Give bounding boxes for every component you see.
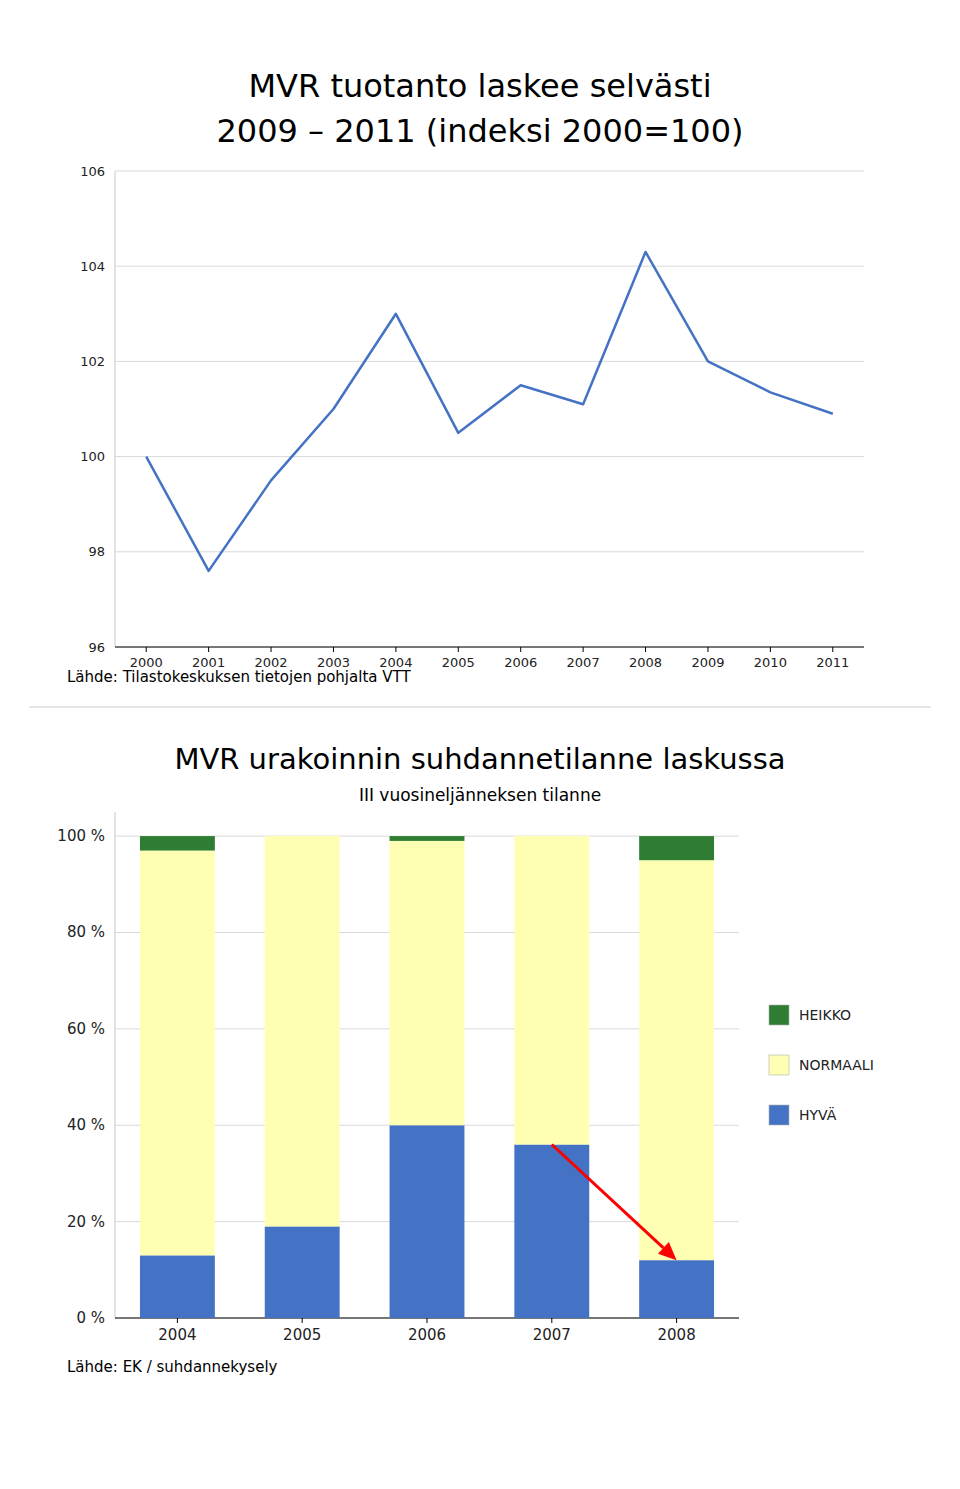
line-series (146, 252, 833, 571)
x-tick (146, 647, 147, 652)
legend-swatch (769, 1055, 789, 1075)
x-tick-label: 2007 (567, 655, 600, 670)
y-tick-label: 100 (80, 449, 105, 464)
x-tick-label: 2006 (408, 1326, 446, 1344)
arrow-shaft (552, 1145, 664, 1248)
x-tick (707, 647, 708, 652)
x-tick (271, 647, 272, 652)
source-note: Lähde: EK / suhdannekysely (67, 1358, 278, 1376)
chart-subtitle: III vuosineljänneksen tilanne (359, 785, 601, 805)
grid-line (115, 551, 864, 552)
bar-segment (140, 836, 215, 850)
y-tick-label: 80 % (67, 923, 105, 941)
bar-segment (140, 851, 215, 1256)
y-tick-label: 0 % (76, 1309, 105, 1327)
y-tick-label: 60 % (67, 1020, 105, 1038)
x-tick-label: 2008 (629, 655, 662, 670)
x-tick (458, 647, 459, 652)
x-tick (583, 647, 584, 652)
x-tick-label: 2011 (816, 655, 849, 670)
x-tick-label: 2002 (254, 655, 287, 670)
bar-segment (265, 836, 340, 1226)
bar-segment (639, 836, 714, 860)
x-tick (427, 1318, 428, 1323)
y-tick-label: 20 % (67, 1213, 105, 1231)
chart-title: MVR tuotanto laskee selvästi (248, 67, 711, 105)
legend: HEIKKO NORMAALI HYVÄ (769, 1005, 874, 1125)
arrow-annotation (552, 1145, 677, 1261)
y-axis-line (115, 812, 116, 1318)
background (0, 0, 960, 1489)
x-tick-label: 2004 (158, 1326, 196, 1344)
y-tick-label: 98 (88, 544, 105, 559)
y-tick-label: 102 (80, 354, 105, 369)
x-tick (832, 647, 833, 652)
legend-swatch (769, 1105, 789, 1125)
x-tick-label: 2005 (442, 655, 475, 670)
legend-label: HYVÄ (799, 1106, 837, 1123)
y-tick-label: 100 % (57, 827, 105, 845)
bar-segment (140, 1255, 215, 1318)
x-tick (302, 1318, 303, 1323)
x-tick (645, 647, 646, 652)
bar-segment (265, 1226, 340, 1318)
y-tick-label: 96 (88, 640, 105, 655)
x-tick (395, 647, 396, 652)
x-tick (208, 647, 209, 652)
x-tick-label: 2006 (504, 655, 537, 670)
bar-segment (514, 836, 589, 1144)
x-tick-label: 2008 (658, 1326, 696, 1344)
x-tick-label: 2009 (691, 655, 724, 670)
chart-title: MVR urakoinnin suhdannetilanne laskussa (174, 742, 785, 776)
y-axis-line (115, 171, 116, 647)
x-tick (177, 1318, 178, 1323)
grid-line (115, 361, 864, 362)
legend-label: NORMAALI (799, 1057, 874, 1073)
x-tick-label: 2003 (317, 655, 350, 670)
bar-segment (639, 1260, 714, 1318)
y-tick-label: 106 (80, 164, 105, 179)
x-tick-label: 2007 (533, 1326, 571, 1344)
x-tick (551, 1318, 552, 1323)
x-tick-label: 2004 (379, 655, 412, 670)
grid-line (115, 171, 864, 172)
plot-area (140, 836, 714, 1318)
x-tick-label: 2010 (754, 655, 787, 670)
x-tick (676, 1318, 677, 1323)
chart: MVR tuotanto laskee selvästi 2009 – 2011 … (67, 67, 864, 686)
chart-subtitle: 2009 – 2011 (indeksi 2000=100) (216, 112, 743, 150)
bar-segment (639, 860, 714, 1260)
arrow-head (658, 1242, 677, 1260)
x-tick (520, 647, 521, 652)
grid-line (115, 266, 864, 267)
bar-segment (265, 836, 340, 837)
legend-label: HEIKKO (799, 1007, 851, 1023)
chart: MVR urakoinnin suhdannetilanne laskussa I… (57, 742, 873, 1376)
source-note: Lähde: Tilastokeskuksen tietojen pohjalt… (67, 668, 411, 686)
x-tick (770, 647, 771, 652)
x-tick (333, 647, 334, 652)
x-tick-label: 2000 (130, 655, 163, 670)
bar-segment (514, 836, 589, 837)
figure: MVR tuotanto laskee selvästi 2009 – 2011 … (0, 0, 960, 1489)
y-tick-label: 40 % (67, 1116, 105, 1134)
grid-line (115, 456, 864, 457)
x-tick-label: 2005 (283, 1326, 321, 1344)
y-tick-label: 104 (80, 259, 105, 274)
separator (29, 706, 931, 707)
x-axis-line (115, 647, 864, 648)
plot-area (146, 252, 833, 571)
x-tick-label: 2001 (192, 655, 225, 670)
legend-swatch (769, 1005, 789, 1025)
grid-line (115, 647, 864, 648)
bar-segment (390, 1125, 465, 1318)
bar-segment (390, 836, 465, 841)
bar-segment (390, 841, 465, 1125)
